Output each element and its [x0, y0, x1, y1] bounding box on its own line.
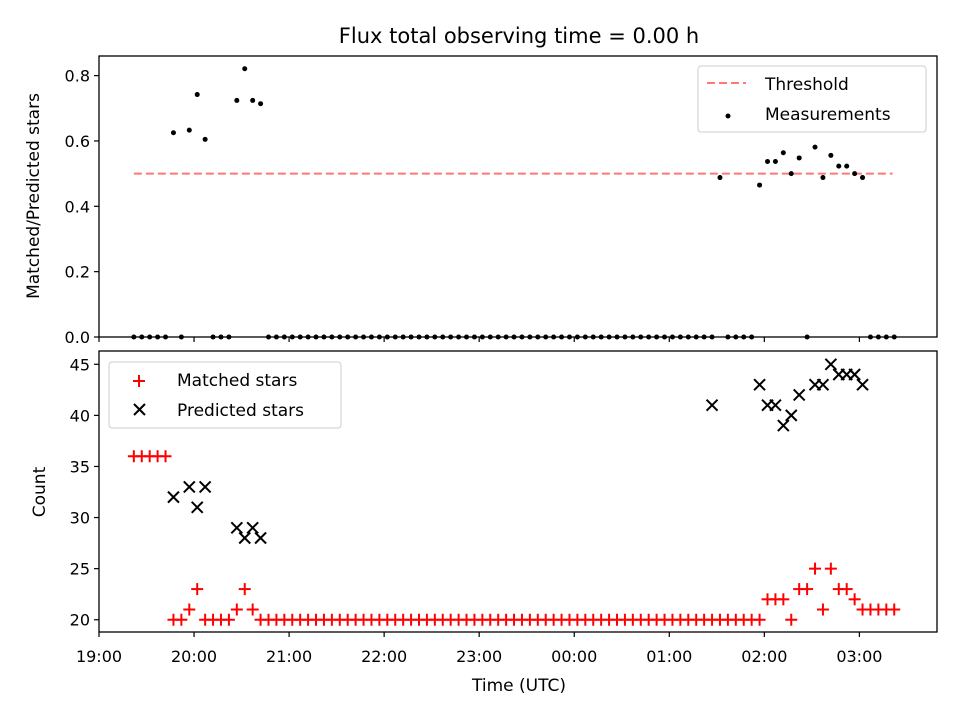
- ratio-axes-frame: [98, 55, 938, 338]
- counts-axes-frame: [98, 350, 938, 633]
- measurement-point: [852, 171, 858, 177]
- ratio-y-tick-label: 0.4: [65, 197, 90, 216]
- matched-point: [753, 613, 766, 626]
- predicted-point: [848, 368, 861, 381]
- predicted-point: [183, 480, 196, 494]
- measurement-point: [828, 152, 834, 158]
- predicted-point: [238, 531, 251, 545]
- predicted-point: [777, 419, 790, 432]
- measurement-point: [844, 163, 850, 169]
- measurement-point: [836, 163, 842, 169]
- counts-panel: 19:00 20:00 21:00 22:00 23:00 00:00 01:00 02:00…: [30, 350, 938, 696]
- matched-point: [809, 562, 822, 575]
- predicted-point: [816, 378, 830, 391]
- predicted-point: [705, 398, 719, 412]
- matched-point: [888, 603, 901, 616]
- ratio-y-tick-label: 0.2: [65, 263, 90, 282]
- threshold-legend-label: Threshold: [764, 75, 849, 95]
- predicted-point: [167, 490, 180, 504]
- counts-x-tick-label: 00:00: [551, 647, 597, 666]
- counts-y-tick-label: 40: [70, 406, 90, 425]
- counts-x-tick-label: 03:00: [836, 647, 882, 666]
- matched-point: [175, 613, 188, 626]
- measurement-point: [170, 130, 176, 136]
- matched-point: [183, 603, 196, 616]
- counts-x-tick-label: 21:00: [266, 647, 312, 666]
- counts-legend: Matched stars Predicted stars: [108, 361, 342, 429]
- measurement-point: [757, 182, 763, 188]
- measurement-point: [772, 159, 778, 165]
- measurement-point: [860, 175, 866, 181]
- ratio-panel: 0.00.20.40.60.8 Matched/Predicted stars …: [24, 55, 938, 347]
- matched-legend-swatch: [133, 375, 145, 387]
- measurement-point: [202, 136, 208, 142]
- matched-point: [801, 583, 814, 596]
- predicted-point: [753, 378, 766, 391]
- ratio-y-axis-label: Matched/Predicted stars: [24, 93, 44, 299]
- predicted-point: [856, 378, 869, 391]
- predicted-legend-swatch: [133, 403, 146, 416]
- predicted-point: [785, 409, 798, 422]
- matched-point: [238, 583, 251, 596]
- predicted-point: [246, 521, 259, 534]
- matched-point: [848, 593, 861, 606]
- matched-point: [246, 603, 259, 616]
- measurement-point: [764, 159, 770, 165]
- measurements-legend-label: Measurements: [765, 105, 891, 125]
- matched-point: [191, 583, 204, 596]
- measurement-point: [258, 101, 264, 107]
- measurement-point: [717, 175, 723, 181]
- matched-point: [777, 593, 790, 606]
- counts-x-tick-label: 02:00: [741, 647, 787, 666]
- counts-x-tick-label: 19:00: [76, 647, 122, 666]
- measurement-point: [820, 175, 826, 181]
- measurement-point: [194, 92, 200, 98]
- matched-point: [230, 603, 243, 616]
- ratio-legend: Threshold Measurements: [697, 65, 927, 133]
- predicted-point: [198, 480, 212, 494]
- counts-x-tick-label: 22:00: [361, 647, 407, 666]
- measurement-point: [812, 144, 818, 150]
- matched-legend-label: Matched stars: [177, 371, 297, 391]
- predicted-point: [230, 521, 244, 534]
- matched-point: [222, 613, 235, 626]
- measurement-point: [250, 97, 256, 103]
- counts-x-tick-label: 23:00: [456, 647, 502, 666]
- counts-x-tick-label: 01:00: [646, 647, 692, 666]
- counts-y-axis-label: Count: [30, 466, 50, 517]
- counts-y-tick-label: 20: [70, 611, 90, 630]
- counts-y-tick-label: 45: [70, 355, 90, 374]
- measurement-point: [234, 97, 240, 103]
- ratio-legend-box: [697, 65, 927, 133]
- predicted-point: [792, 388, 806, 402]
- measurement-point: [242, 66, 248, 72]
- ratio-y-tick-label: 0.0: [65, 328, 90, 347]
- counts-x-tick-label: 20:00: [171, 647, 217, 666]
- measurement-point: [788, 171, 794, 177]
- predicted-point: [254, 531, 267, 545]
- measurement-point: [780, 150, 786, 156]
- counts-plot-area: 19:00 20:00 21:00 22:00 23:00 00:00 01:00 02:00…: [70, 355, 901, 666]
- matched-point: [824, 562, 837, 575]
- matched-point: [785, 613, 798, 626]
- measurement-point: [796, 155, 802, 161]
- predicted-point: [769, 398, 782, 412]
- ratio-y-tick-label: 0.6: [65, 132, 90, 151]
- counts-y-tick-label: 30: [70, 509, 90, 528]
- ratio-y-tick-label: 0.8: [65, 67, 90, 86]
- matched-point: [840, 583, 853, 596]
- counts-y-tick-label: 25: [70, 560, 90, 579]
- counts-legend-box: [108, 361, 342, 429]
- measurements-legend-swatch: [725, 113, 731, 119]
- predicted-point: [191, 501, 204, 514]
- counts-y-tick-label: 35: [70, 457, 90, 476]
- figure-title: Flux total observing time = 0.00 h: [339, 24, 699, 48]
- measurement-point: [186, 127, 192, 133]
- matched-point: [159, 450, 172, 463]
- matched-point: [816, 603, 829, 616]
- predicted-point: [824, 358, 838, 371]
- counts-x-axis-label: Time (UTC): [471, 676, 566, 696]
- predicted-legend-label: Predicted stars: [177, 401, 304, 421]
